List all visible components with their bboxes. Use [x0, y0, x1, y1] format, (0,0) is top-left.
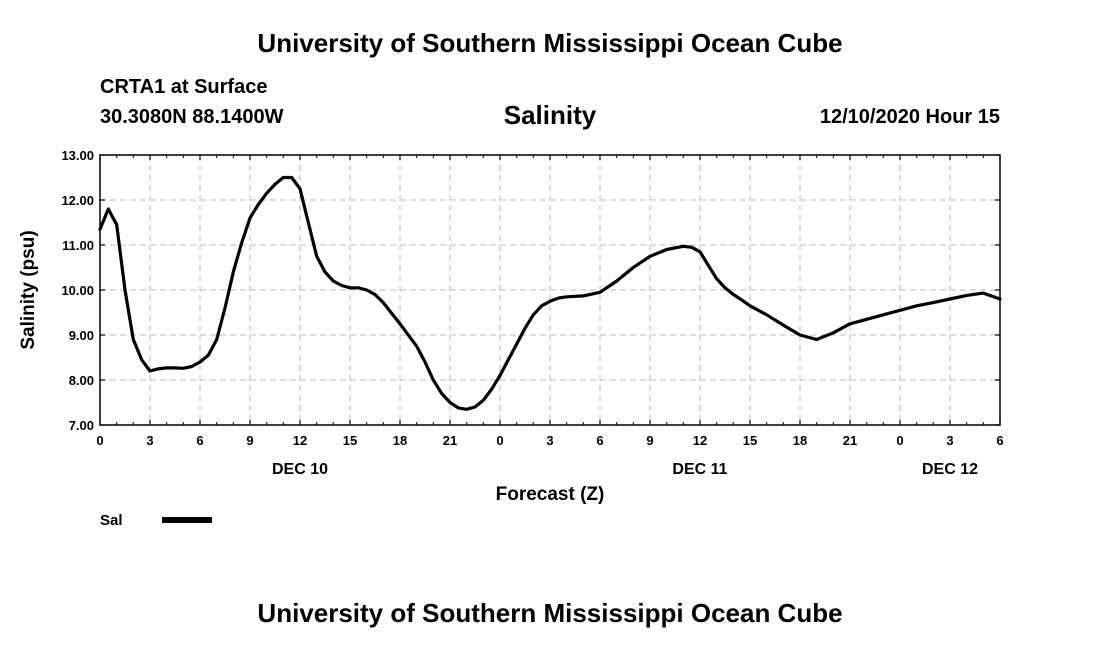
- x-tick-label: 0: [96, 433, 103, 448]
- x-tick-label: 21: [443, 433, 457, 448]
- x-tick-label: 6: [196, 433, 203, 448]
- x-tick-label: 15: [743, 433, 757, 448]
- x-tick-label: 0: [896, 433, 903, 448]
- grid-lines: [100, 155, 1000, 425]
- date-label: DEC 10: [272, 461, 328, 478]
- y-tick-labels: 7.00 8.00 9.00 10.00 11.00 12.00 13.00: [61, 148, 94, 433]
- y-axis-label: Salinity (psu): [18, 230, 39, 349]
- station-name: CRTA1 at Surface: [100, 76, 268, 98]
- x-tick-label: 9: [246, 433, 253, 448]
- axis-ticks: [99, 154, 1001, 426]
- x-tick-label: 9: [646, 433, 653, 448]
- station-coordinates: 30.3080N 88.1400W: [100, 106, 284, 128]
- y-tick-label: 10.00: [61, 283, 94, 298]
- chart-title: Salinity: [503, 100, 597, 130]
- legend-label-sal: Sal: [100, 512, 123, 529]
- x-tick-label: 3: [546, 433, 553, 448]
- y-tick-label: 9.00: [69, 328, 94, 343]
- x-tick-label: 3: [946, 433, 953, 448]
- x-tick-label: 12: [293, 433, 307, 448]
- x-tick-label: 18: [393, 433, 407, 448]
- x-tick-label: 15: [343, 433, 357, 448]
- y-tick-label: 7.00: [69, 418, 94, 433]
- x-tick-label: 21: [843, 433, 857, 448]
- y-tick-label: 12.00: [61, 193, 94, 208]
- y-tick-label: 8.00: [69, 373, 94, 388]
- x-tick-label: 6: [596, 433, 603, 448]
- x-tick-label: 18: [793, 433, 807, 448]
- x-axis-label: Forecast (Z): [496, 484, 605, 505]
- x-tick-label: 6: [996, 433, 1003, 448]
- date-label: DEC 12: [922, 461, 978, 478]
- footer-title: University of Southern Mississippi Ocean…: [257, 598, 843, 628]
- x-tick-label: 3: [146, 433, 153, 448]
- x-tick-label: 12: [693, 433, 707, 448]
- date-label: DEC 11: [672, 461, 727, 478]
- x-tick-label: 0: [496, 433, 503, 448]
- y-tick-label: 13.00: [61, 148, 94, 163]
- page-title: University of Southern Mississippi Ocean…: [257, 28, 843, 58]
- forecast-datetime: 12/10/2020 Hour 15: [819, 106, 1000, 128]
- x-tick-labels: 0 3 6 9 12 15 18 21 0 3 6 9 12 15 18 21 0 3 6: [96, 433, 1003, 448]
- y-tick-label: 11.00: [62, 238, 94, 253]
- date-labels: DEC 10 DEC 11 DEC 12: [272, 461, 978, 478]
- series-line-sal: [98, 175, 1002, 411]
